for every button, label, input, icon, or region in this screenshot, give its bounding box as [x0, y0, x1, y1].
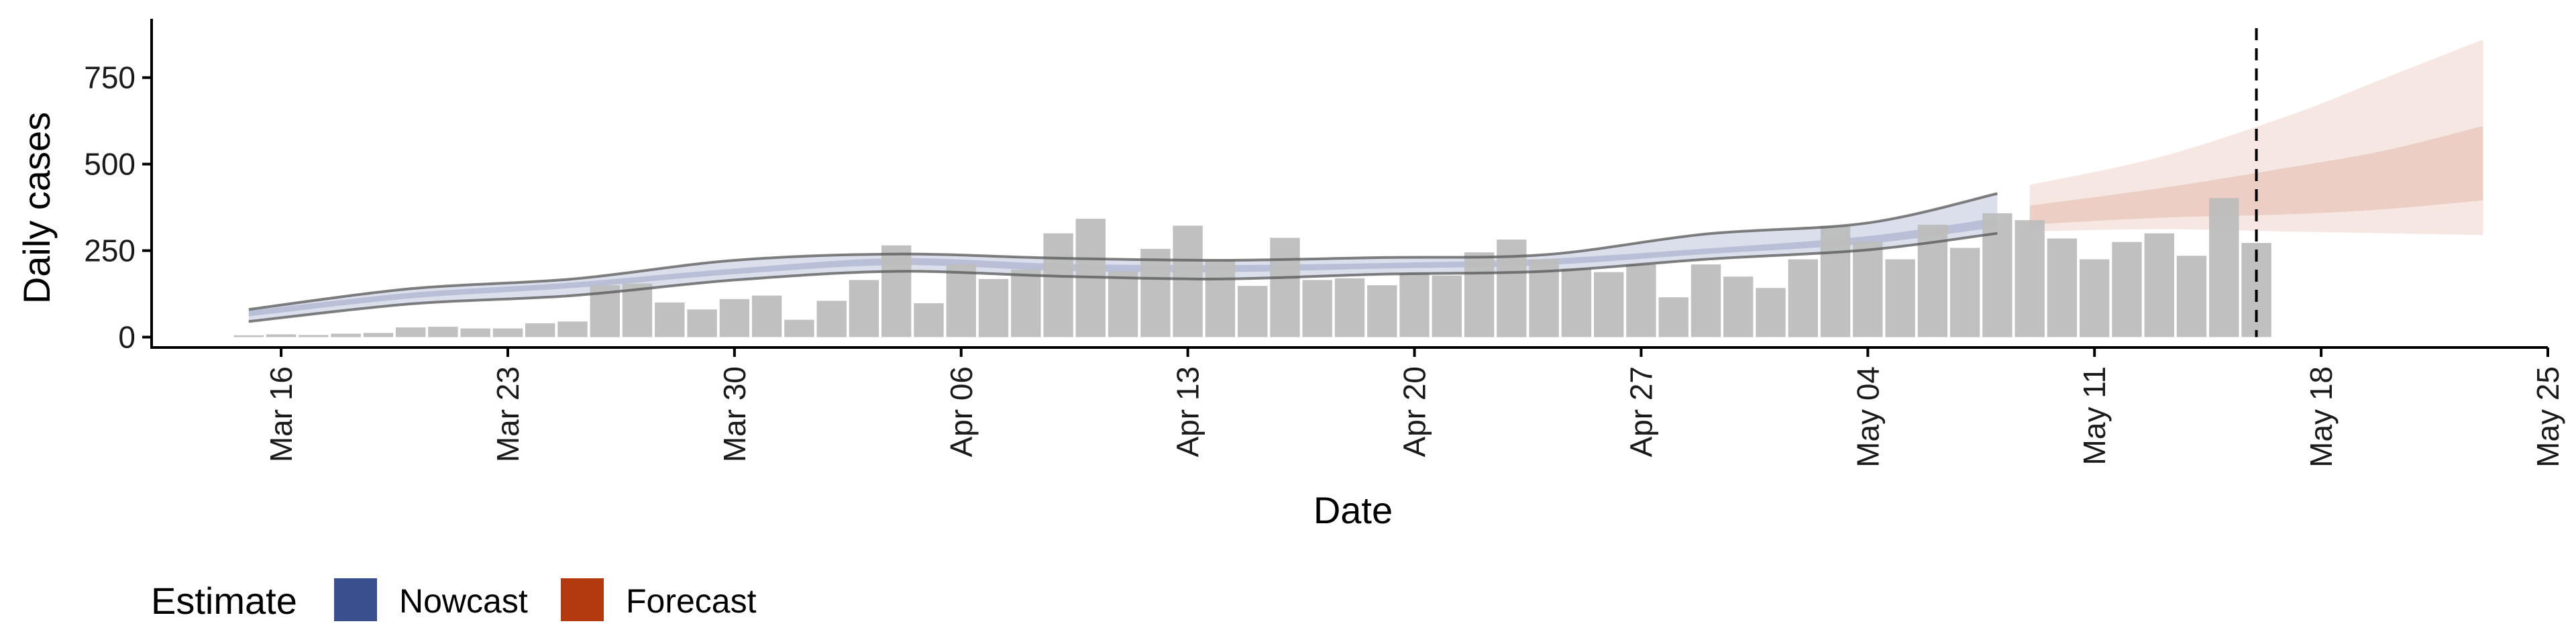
bar [978, 278, 1009, 337]
y-tick-label: 500 [84, 147, 136, 182]
bar [1788, 259, 1818, 337]
legend-title: Estimate [151, 580, 297, 622]
x-tick-label: May 25 [2530, 366, 2565, 468]
bar [363, 333, 394, 337]
x-tick-label: Mar 16 [264, 366, 299, 462]
bar [1723, 276, 1754, 337]
bar [1238, 286, 1268, 337]
bar [849, 280, 879, 337]
bar [622, 283, 653, 337]
bar [525, 323, 555, 337]
bar [2080, 259, 2110, 337]
bar [233, 335, 264, 337]
bar [331, 333, 361, 337]
nowcast-band-90 [248, 193, 1998, 322]
bar [2112, 241, 2142, 337]
bar [266, 334, 297, 337]
bar [2209, 198, 2239, 337]
nowcast-band-50 [248, 217, 1998, 317]
x-tick-label: Apr 20 [1397, 366, 1432, 458]
legend-label-nowcast: Nowcast [399, 582, 528, 620]
nowcast-upper-line [248, 192, 1998, 311]
y-tick-label: 750 [84, 60, 136, 95]
y-axis-title: Daily cases [15, 112, 58, 304]
x-tick-label: May 18 [2304, 366, 2339, 468]
bar [1853, 241, 1883, 337]
bar [1270, 237, 1300, 337]
axes: 0 250 500 750 Mar 16 Mar 23 Mar 30 Apr 06 Apr 1… [84, 19, 2565, 468]
x-tick-label: Apr 06 [944, 366, 979, 458]
bar [1108, 271, 1138, 337]
bar [2176, 256, 2207, 337]
legend: Estimate Nowcast Forecast [151, 578, 757, 622]
bar [1043, 233, 1073, 337]
bar [1173, 225, 1203, 337]
bar [1949, 248, 1980, 337]
bar [2144, 233, 2174, 337]
bar [881, 245, 912, 337]
bar [1594, 272, 1624, 337]
bar [1432, 275, 1462, 337]
bar [2015, 220, 2045, 337]
legend-label-forecast: Forecast [626, 582, 757, 620]
x-tick-label: May 11 [2077, 366, 2112, 465]
nowcast-bands [248, 193, 1998, 322]
bar [1885, 259, 1915, 337]
bar [751, 295, 782, 337]
bar [1464, 252, 1495, 337]
legend-swatch-nowcast [334, 578, 377, 621]
bar [2047, 238, 2078, 337]
bar [1497, 239, 1527, 337]
bar [1140, 249, 1171, 337]
bar [816, 301, 847, 337]
y-tick-label: 0 [118, 320, 136, 355]
bar [914, 303, 944, 337]
bar [1561, 268, 1592, 337]
x-tick-label: Mar 30 [717, 366, 752, 462]
bar [1626, 264, 1656, 337]
bar [557, 321, 588, 337]
x-ticks: Mar 16 Mar 23 Mar 30 Apr 06 Apr 13 Apr 20 Apr … [264, 347, 2565, 468]
bar [1982, 213, 2012, 337]
bar [1367, 285, 1397, 337]
bar [1205, 260, 1236, 337]
bar [492, 328, 523, 337]
bar [1399, 273, 1430, 337]
bar [1756, 288, 1786, 337]
nowcast-bound-lines [248, 192, 1998, 323]
legend-swatch-forecast [561, 578, 604, 621]
bar [655, 302, 685, 337]
bar [1690, 264, 1721, 337]
nowcast-lower-line [248, 231, 1998, 323]
bar [1011, 269, 1041, 337]
x-tick-label: Apr 13 [1171, 366, 1205, 458]
y-ticks: 0 250 500 750 [84, 60, 152, 355]
x-tick-label: May 04 [1850, 366, 1885, 468]
bar [1820, 226, 1851, 337]
bar [1658, 297, 1688, 337]
bar [1334, 278, 1365, 337]
x-tick-label: Mar 23 [490, 366, 525, 462]
x-axis-title: Date [1313, 489, 1393, 531]
bar [719, 299, 750, 337]
bar [1302, 280, 1332, 337]
x-tick-label: Apr 27 [1623, 366, 1658, 458]
y-tick-label: 250 [84, 233, 136, 268]
bar [428, 327, 458, 337]
bar [396, 327, 426, 337]
bar [460, 328, 490, 337]
bar [784, 319, 814, 337]
bar [687, 309, 717, 337]
bar [299, 335, 329, 337]
bar [946, 264, 976, 337]
